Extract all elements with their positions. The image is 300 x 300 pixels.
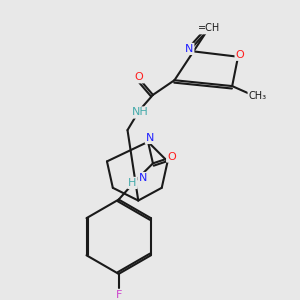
Text: F: F xyxy=(116,290,122,300)
Text: N: N xyxy=(139,173,147,183)
Text: N: N xyxy=(185,44,193,54)
Text: CH₃: CH₃ xyxy=(248,91,267,101)
Text: O: O xyxy=(135,72,144,82)
Text: N: N xyxy=(146,133,154,143)
Text: =CH: =CH xyxy=(198,23,220,33)
Text: H: H xyxy=(128,178,136,188)
Text: O: O xyxy=(167,152,176,161)
Text: O: O xyxy=(236,50,244,60)
Text: NH: NH xyxy=(132,107,148,118)
